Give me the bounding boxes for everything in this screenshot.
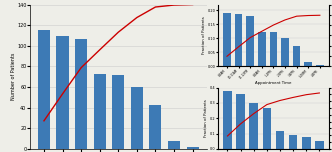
Bar (223, 91, 232, 149)
Bar (263, 108, 271, 149)
Bar (276, 131, 284, 149)
Bar (75, 39, 87, 149)
Bar (293, 46, 300, 66)
Bar (289, 135, 297, 149)
Bar (270, 32, 277, 66)
Bar (249, 103, 258, 149)
X-axis label: Appointment Time: Appointment Time (255, 81, 291, 85)
Bar (235, 14, 242, 66)
Bar (56, 36, 69, 149)
Bar (304, 62, 312, 66)
Bar (131, 87, 143, 149)
Bar (112, 75, 124, 149)
Bar (187, 147, 199, 149)
Bar (246, 16, 254, 66)
Bar (149, 105, 161, 149)
Bar (236, 94, 245, 149)
Text: (B): (B) (218, 89, 227, 94)
Bar (315, 141, 324, 149)
Y-axis label: Fraction of Patients: Fraction of Patients (202, 16, 206, 54)
Bar (168, 141, 180, 149)
Bar (38, 30, 50, 149)
Y-axis label: Fraction of Patients: Fraction of Patients (205, 99, 208, 137)
Bar (258, 32, 266, 66)
Bar (223, 13, 231, 66)
Bar (94, 74, 106, 149)
Y-axis label: Number of Patients: Number of Patients (11, 53, 16, 100)
Bar (281, 38, 289, 66)
Bar (316, 65, 324, 66)
Bar (302, 137, 310, 149)
